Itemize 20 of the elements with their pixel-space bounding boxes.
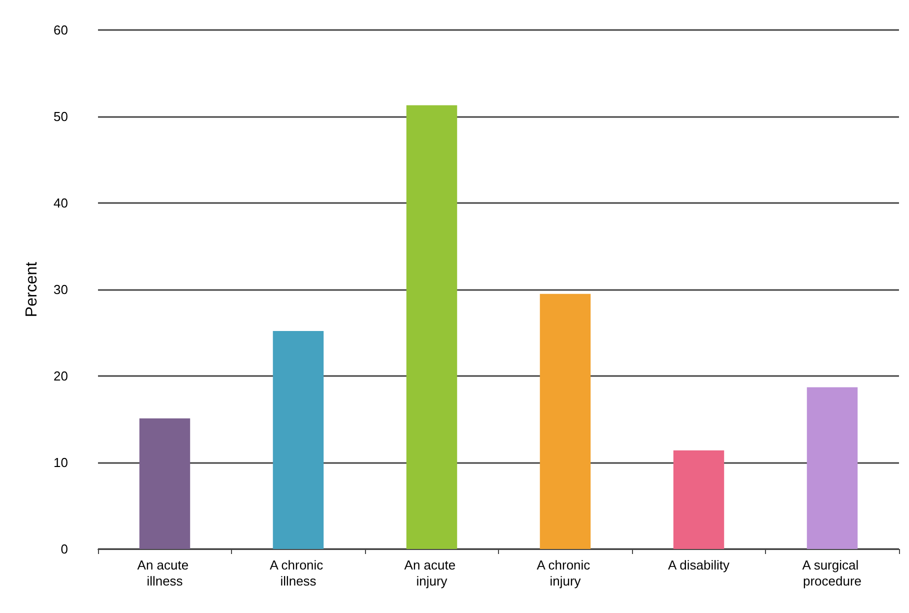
y-tick-label: 50 (54, 109, 68, 124)
bar (540, 294, 591, 549)
x-tick-label: A disability (668, 558, 730, 572)
x-tick-label: An acute illness (137, 558, 192, 588)
y-tick-label: 0 (60, 542, 68, 556)
y-tick-label: 20 (54, 368, 68, 384)
y-tick-label: 10 (54, 455, 68, 470)
bar (139, 418, 190, 549)
x-tick-label: A surgical procedure (802, 558, 862, 588)
y-tick-label: 30 (54, 282, 68, 297)
y-tick-label: 40 (54, 196, 68, 210)
y-tick-label: 60 (54, 22, 68, 38)
bar (406, 105, 458, 549)
bar (272, 331, 324, 549)
x-tick-label: A chronic injury (536, 558, 594, 588)
x-tick-label: A chronic illness (270, 558, 327, 588)
x-tick-label: An acute injury (404, 558, 460, 588)
bar (673, 450, 724, 549)
bar (806, 387, 858, 549)
y-axis-title: Percent (24, 261, 40, 318)
